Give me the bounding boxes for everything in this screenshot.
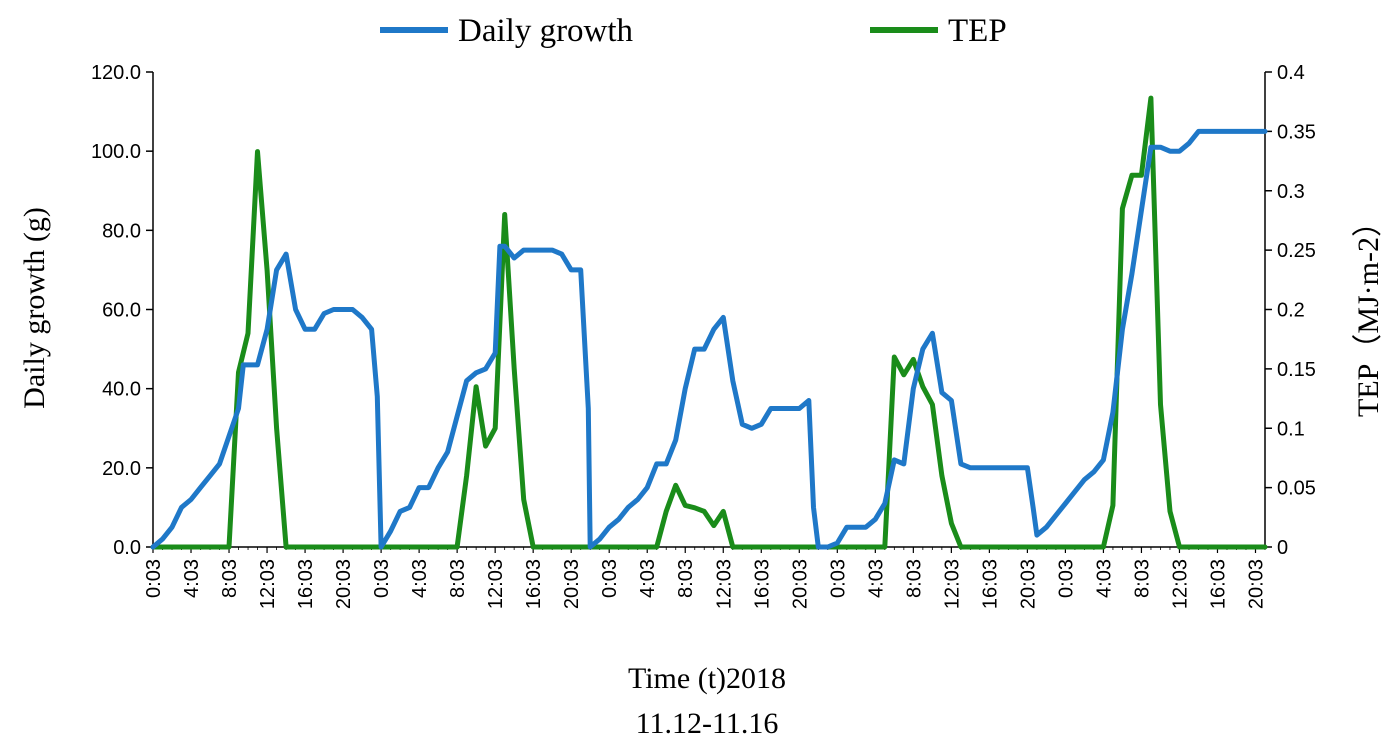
- y2-tick-label: 0.25: [1277, 240, 1316, 262]
- right-axis-ticks: 0 0.05 0.1 0.15 0.2 0.25 0.3 0.35 0.4: [1265, 62, 1316, 559]
- plot-area: 0.0 20.0 40.0 60.0 80.0 100.0 120.0 0 0.05 0.1 0.…: [91, 62, 1316, 609]
- y-tick-label: 40.0: [102, 379, 141, 401]
- series-line-daily-growth: [150, 128, 1268, 550]
- x-tick-label: 0:03: [827, 559, 849, 598]
- y-tick-label: 60.0: [102, 300, 141, 322]
- x-tick-label: 20:03: [561, 559, 583, 609]
- x-axis-ticks: 0:03 4:03 8:03 12:03 16:03 20:03 0:03 4:03 8:03 1…: [143, 547, 1267, 609]
- legend: Daily growth TEP: [380, 13, 1007, 49]
- y2-tick-label: 0: [1277, 537, 1288, 559]
- x-tick-label: 16:03: [751, 559, 773, 609]
- left-axis-ticks: 0.0 20.0 40.0 60.0 80.0 100.0 120.0: [91, 62, 153, 559]
- x-tick-label: 16:03: [295, 559, 317, 609]
- x-tick-label: 12:03: [1169, 559, 1191, 609]
- y-tick-label: 20.0: [102, 458, 141, 480]
- x-tick-label: 12:03: [257, 559, 279, 609]
- x-axis-title: Time (t)2018: [628, 662, 786, 695]
- y2-tick-label: 0.4: [1277, 62, 1305, 84]
- legend-label-daily-growth: Daily growth: [458, 13, 634, 49]
- y2-tick-label: 0.35: [1277, 121, 1316, 143]
- series-line-tep: [150, 95, 1268, 550]
- y2-tick-label: 0.05: [1277, 478, 1316, 500]
- legend-label-tep: TEP: [948, 13, 1007, 49]
- x-tick-label: 12:03: [485, 559, 507, 609]
- x-tick-label: 4:03: [409, 559, 431, 598]
- x-tick-label: 16:03: [1207, 559, 1229, 609]
- y-tick-label: 100.0: [91, 141, 141, 163]
- y2-axis-title: TEP（MJ·m-2）: [1352, 207, 1385, 417]
- y2-tick-label: 0.2: [1277, 300, 1305, 322]
- x-tick-label: 0:03: [1055, 559, 1077, 598]
- x-tick-label: 16:03: [523, 559, 545, 609]
- y-tick-label: 120.0: [91, 62, 141, 84]
- x-tick-label: 4:03: [1093, 559, 1115, 598]
- x-tick-label: 8:03: [675, 559, 697, 598]
- x-tick-label: 4:03: [865, 559, 887, 598]
- x-tick-label: 20:03: [333, 559, 355, 609]
- x-tick-label: 12:03: [941, 559, 963, 609]
- x-tick-label: 8:03: [447, 559, 469, 598]
- y2-tick-label: 0.15: [1277, 359, 1316, 381]
- series-layer: [150, 95, 1268, 550]
- y2-tick-label: 0.1: [1277, 418, 1305, 440]
- x-tick-label: 16:03: [979, 559, 1001, 609]
- x-tick-label: 4:03: [637, 559, 659, 598]
- y-tick-label: 0.0: [113, 537, 141, 559]
- x-tick-label: 8:03: [1131, 559, 1153, 598]
- x-tick-label: 0:03: [599, 559, 621, 598]
- y2-tick-label: 0.3: [1277, 181, 1305, 203]
- x-tick-label: 20:03: [1017, 559, 1039, 609]
- x-tick-label: 8:03: [903, 559, 925, 598]
- x-axis-title-line2: 11.12-11.16: [636, 707, 779, 740]
- x-tick-label: 20:03: [1245, 559, 1267, 609]
- x-tick-label: 0:03: [143, 559, 165, 598]
- x-tick-label: 4:03: [181, 559, 203, 598]
- x-tick-label: 12:03: [713, 559, 735, 609]
- x-tick-label: 0:03: [371, 559, 393, 598]
- y-axis-title: Daily growth (g): [18, 207, 51, 409]
- x-tick-label: 20:03: [789, 559, 811, 609]
- y-tick-label: 80.0: [102, 220, 141, 242]
- x-tick-label: 8:03: [219, 559, 241, 598]
